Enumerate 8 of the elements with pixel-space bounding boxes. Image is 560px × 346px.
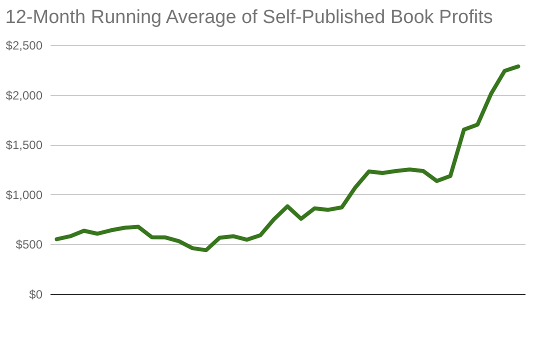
- y-tick-label: $0: [29, 288, 43, 302]
- line-series: [54, 64, 520, 252]
- y-tick-label: $1,000: [6, 188, 43, 202]
- y-tick-label: $500: [16, 238, 43, 252]
- y-tick-label: $2,000: [6, 88, 43, 102]
- y-tick-label: $2,500: [6, 38, 43, 52]
- y-tick-label: $1,500: [6, 138, 43, 152]
- chart-title: 12-Month Running Average of Self-Published Book Profits: [5, 7, 493, 28]
